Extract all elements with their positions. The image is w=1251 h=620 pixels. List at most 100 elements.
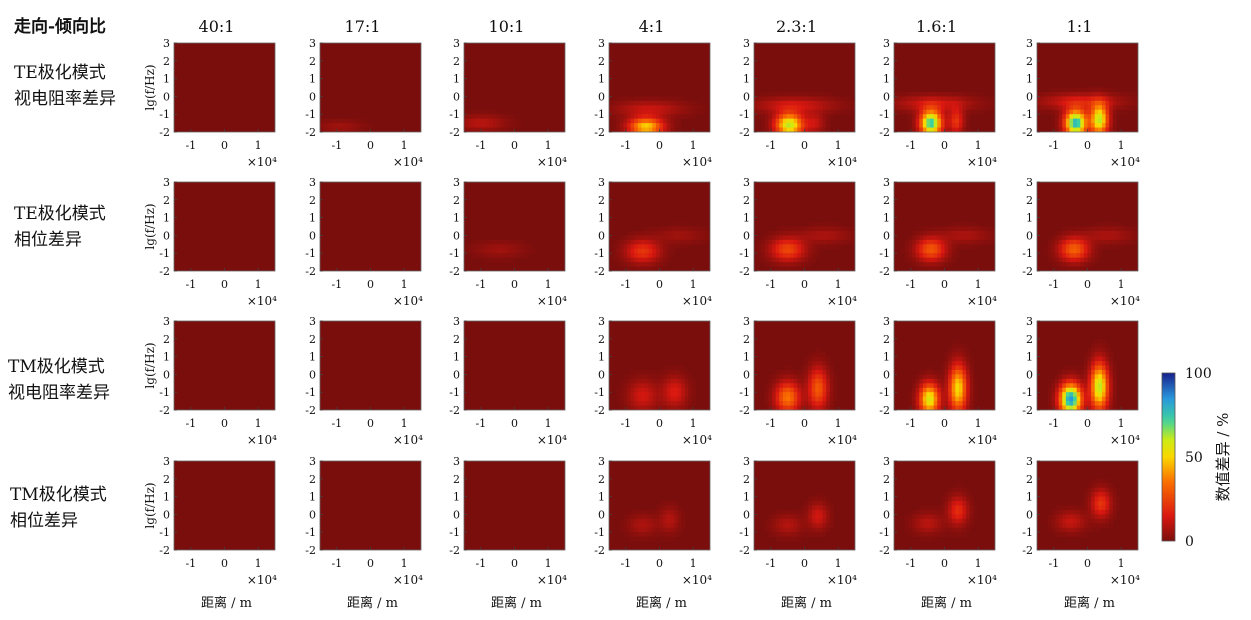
heat-cell	[659, 96, 664, 102]
heat-cell	[1051, 262, 1056, 267]
heat-cell	[804, 509, 809, 515]
heat-cell	[652, 114, 657, 120]
heat-cell	[768, 374, 773, 380]
heat-cell	[684, 383, 689, 389]
heat-cell	[912, 396, 917, 402]
heat-cell	[1062, 509, 1067, 515]
heat-cell	[811, 123, 816, 128]
heat-cell	[673, 501, 678, 506]
heat-cell	[663, 405, 668, 410]
heat-cell	[955, 378, 960, 384]
heat-cell	[779, 378, 784, 384]
heat-cell	[786, 518, 791, 524]
heat-cell	[634, 405, 639, 410]
heat-cell	[1037, 91, 1042, 97]
heat-cell	[962, 105, 967, 111]
heat-cell	[1087, 505, 1092, 511]
heat-cell	[944, 492, 949, 497]
heat-cell	[908, 239, 913, 245]
heat-cell	[790, 127, 795, 132]
heat-cell	[922, 257, 927, 263]
heat-cell	[1076, 118, 1081, 124]
heat-cell	[815, 239, 820, 245]
heat-cell	[793, 226, 798, 232]
y-tick-label: -1	[594, 108, 605, 121]
heat-cell	[940, 514, 945, 520]
heat-cell	[619, 405, 624, 410]
heat-cell	[764, 230, 769, 236]
heat-cell	[1044, 518, 1049, 524]
heat-cell	[1123, 105, 1128, 111]
heat-cell	[962, 492, 967, 497]
heat-cell	[915, 262, 920, 267]
heat-cell	[637, 239, 642, 245]
heat-cell	[790, 383, 795, 389]
heat-cell	[818, 405, 823, 410]
heat-cell	[1091, 365, 1096, 371]
heat-cell	[811, 239, 816, 245]
heat-cell	[1109, 91, 1114, 97]
heat-cell	[1058, 514, 1063, 520]
heat-cell	[627, 244, 632, 250]
heat-cell	[958, 369, 963, 375]
heat-cell	[623, 105, 628, 111]
y-tick-label: 0	[883, 229, 890, 242]
heat-cell	[485, 123, 490, 128]
heat-cell	[677, 123, 682, 128]
heat-cell	[836, 96, 841, 102]
heat-cell	[790, 226, 795, 232]
heat-cell	[1087, 87, 1092, 93]
heat-cell	[670, 100, 675, 106]
x-tick-label: -1	[765, 278, 776, 291]
heat-cell	[1109, 369, 1114, 375]
heat-cell	[666, 536, 671, 542]
heat-cell	[1105, 505, 1110, 511]
heat-cell	[822, 127, 827, 132]
heat-cell	[1101, 378, 1106, 384]
heat-cell	[829, 96, 834, 102]
heat-cell	[969, 230, 974, 236]
heat-cell	[1058, 405, 1063, 410]
heat-cell	[782, 257, 787, 263]
heat-cell	[1058, 509, 1063, 515]
heat-cell	[648, 262, 653, 267]
heat-cell	[922, 109, 927, 115]
heat-cell	[1065, 514, 1070, 520]
heat-cell	[1076, 127, 1081, 132]
heat-cell	[822, 383, 827, 389]
heat-cell	[1105, 514, 1110, 520]
heat-cell	[833, 383, 838, 389]
heat-cell	[908, 514, 913, 520]
heat-cell	[912, 387, 917, 393]
y-tick-label: 0	[743, 368, 750, 381]
heat-cell	[754, 114, 759, 120]
heat-cell	[655, 374, 660, 380]
heat-cell	[951, 383, 956, 389]
heat-cell	[808, 369, 813, 375]
heat-cell	[1098, 514, 1103, 520]
heat-cell	[955, 248, 960, 254]
heat-cell	[1101, 405, 1106, 410]
heat-cell	[663, 383, 668, 389]
heat-cell	[1105, 523, 1110, 529]
x-tick-label: -1	[620, 557, 631, 570]
heat-cell	[800, 123, 805, 128]
heat-cell	[793, 118, 798, 124]
heat-cell	[1076, 523, 1081, 529]
x-multiplier: ×10⁴	[1110, 433, 1140, 447]
heat-cell	[1091, 401, 1096, 406]
heat-cell	[962, 374, 967, 380]
heat-cell	[666, 532, 671, 538]
heat-cell	[1098, 118, 1103, 124]
heat-cell	[808, 518, 813, 524]
heat-cell	[645, 392, 650, 398]
heat-cell	[958, 239, 963, 245]
heat-cell	[1098, 347, 1103, 353]
y-tick-label: 2	[743, 55, 750, 68]
heat-cell	[1062, 239, 1067, 245]
heat-cell	[500, 118, 505, 124]
heat-cell	[670, 235, 675, 241]
heat-cell	[630, 405, 635, 410]
heat-cell	[818, 226, 823, 232]
